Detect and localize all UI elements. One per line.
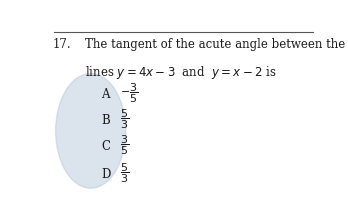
Text: $-\dfrac{3}{5}$: $-\dfrac{3}{5}$ bbox=[120, 81, 139, 105]
Text: $\dfrac{5}{3}$: $\dfrac{5}{3}$ bbox=[120, 107, 129, 131]
Text: C: C bbox=[102, 140, 110, 153]
Text: $\dfrac{5}{3}$: $\dfrac{5}{3}$ bbox=[120, 161, 129, 185]
Text: $\dfrac{3}{5}$: $\dfrac{3}{5}$ bbox=[120, 133, 129, 157]
Text: 17.: 17. bbox=[53, 38, 72, 51]
Text: A: A bbox=[102, 88, 110, 101]
Text: The tangent of the acute angle between the: The tangent of the acute angle between t… bbox=[85, 38, 346, 51]
Ellipse shape bbox=[56, 74, 126, 188]
Text: D: D bbox=[102, 168, 111, 181]
Text: lines $y = 4x - 3$  and  $y = x - 2$ is: lines $y = 4x - 3$ and $y = x - 2$ is bbox=[85, 64, 277, 81]
Text: B: B bbox=[102, 114, 110, 127]
